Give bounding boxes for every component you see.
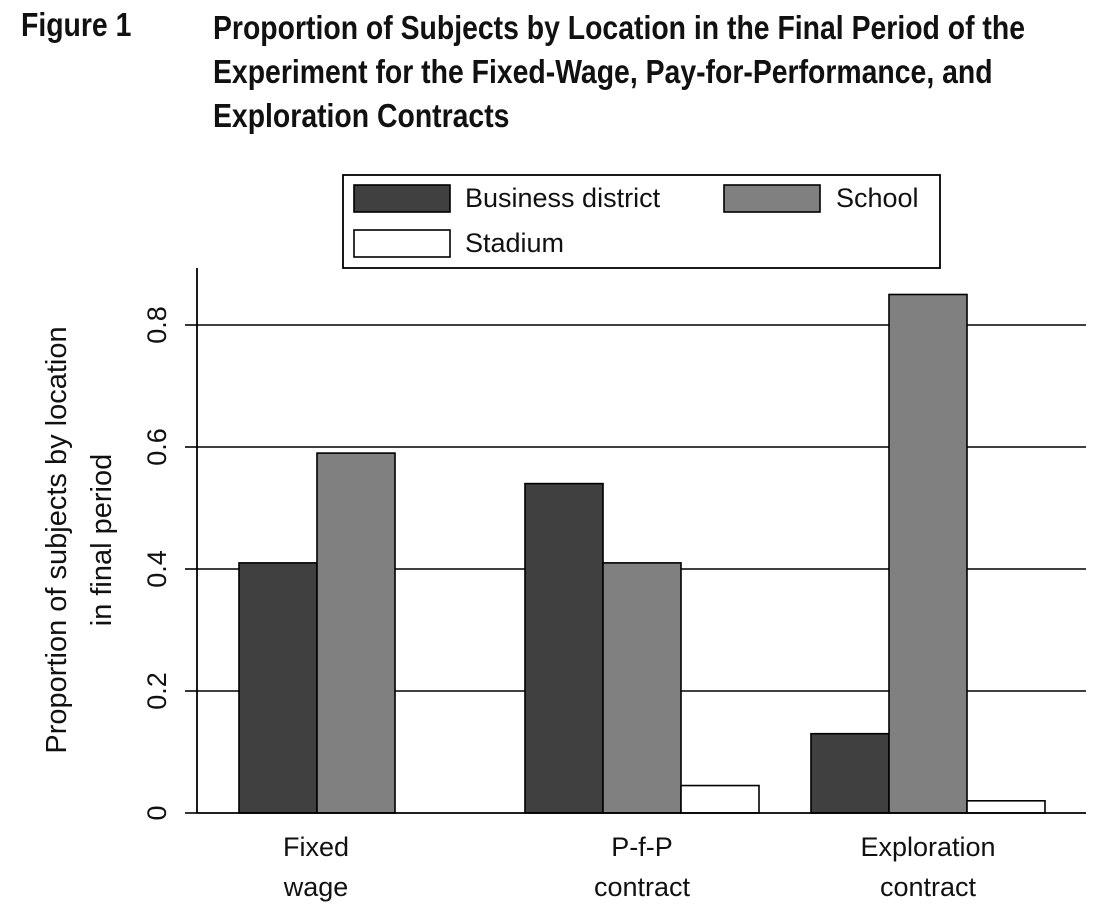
bar-stadium — [966, 799, 1046, 814]
bar-school — [602, 562, 682, 814]
bar-business-district — [238, 562, 318, 814]
bar-school — [316, 452, 396, 814]
x-tick-label: contract — [880, 872, 977, 902]
y-tick-label: 0.2 — [142, 672, 172, 710]
legend-swatch — [353, 184, 451, 213]
y-tick-label: 0.4 — [142, 550, 172, 588]
y-axis-label-line: in final period — [86, 454, 118, 627]
figure-title-line: Proportion of Subjects by Location in th… — [213, 9, 1026, 46]
legend-label: Business district — [465, 183, 661, 213]
bar-business-district — [524, 482, 604, 814]
y-tick-label: 0.8 — [142, 306, 172, 344]
x-tick-label: contract — [594, 872, 691, 902]
y-axis-label-line: Proportion of subjects by location — [41, 326, 73, 753]
legend: Business district School Stadium — [342, 174, 941, 269]
y-tick-label: 0 — [142, 805, 172, 820]
legend-swatch — [353, 229, 451, 258]
x-tick-label: wage — [283, 872, 349, 902]
figure-label: Figure 1 — [21, 6, 132, 43]
axes — [196, 268, 1086, 814]
legend-label: School — [836, 183, 919, 213]
figure-title: Proportion of Subjects by Location in th… — [213, 6, 1107, 138]
x-tick-labels: Fixed wage P-f-P contract Exploration contrac… — [283, 832, 996, 902]
bar-business-district — [810, 732, 890, 814]
x-tick-label: P-f-P — [611, 832, 673, 862]
x-tick-label: Fixed — [283, 832, 349, 862]
bars — [238, 293, 1046, 814]
y-tick-label: 0.6 — [142, 428, 172, 466]
y-ticks: 0 0.2 0.4 0.6 0.8 — [142, 306, 197, 821]
bar-stadium — [680, 784, 760, 814]
bar-school — [888, 293, 968, 814]
figure-title-line: Exploration Contracts — [213, 97, 510, 134]
legend-label: Stadium — [465, 228, 564, 258]
y-axis-label: Proportion of subjects by location in fin… — [41, 326, 118, 753]
x-tick-label: Exploration — [860, 832, 995, 862]
figure-title-line: Experiment for the Fixed-Wage, Pay-for-P… — [213, 53, 993, 90]
legend-swatch — [723, 184, 821, 213]
